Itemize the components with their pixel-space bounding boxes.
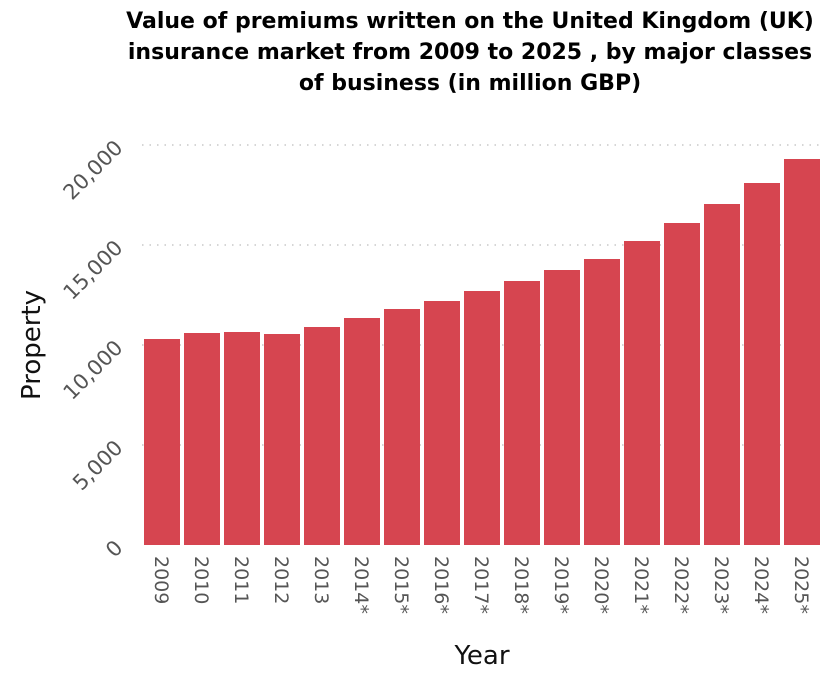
x-tick-label: 2011: [230, 556, 252, 604]
x-tick-label: 2009: [150, 556, 172, 604]
x-tick-label: 2019*: [550, 556, 572, 614]
bar-2018-projected: [504, 281, 540, 545]
x-tick-label: 2010: [190, 556, 212, 604]
y-tick-label: 15,000: [59, 236, 128, 305]
bars: [144, 159, 820, 545]
y-tick-label: 5,000: [68, 436, 127, 495]
y-axis-label: Property: [17, 290, 47, 400]
x-tick-label: 2018*: [510, 556, 532, 614]
x-tick-label: 2016*: [430, 556, 452, 614]
y-tick-label: 20,000: [59, 136, 128, 205]
x-tick-label: 2023*: [710, 556, 732, 614]
x-tick-label: 2012: [270, 556, 292, 604]
y-tick-label: 0: [101, 536, 127, 562]
x-tick-label: 2015*: [390, 556, 412, 614]
bar-2012: [264, 334, 300, 545]
bar-2017-projected: [464, 291, 500, 545]
x-axis-label: Year: [453, 641, 509, 671]
x-tick-label: 2024*: [750, 556, 772, 614]
bar-2016-projected: [424, 301, 460, 545]
x-tick-label: 2020*: [590, 556, 612, 614]
y-tick-label: 10,000: [59, 336, 128, 405]
x-tick-label: 2025*: [790, 556, 812, 614]
bar-2024-projected: [744, 183, 780, 545]
bar-2011: [224, 332, 260, 545]
bar-2009: [144, 339, 180, 545]
bar-2013: [304, 327, 340, 545]
x-tick-label: 2013: [310, 556, 332, 604]
bar-2022-projected: [664, 223, 700, 545]
y-axis-tick-labels: 0 5,000 10,000 15,000 20,000: [59, 136, 128, 562]
x-tick-label: 2014*: [350, 556, 372, 614]
bar-2020-projected: [584, 259, 620, 545]
x-tick-label: 2022*: [670, 556, 692, 614]
bar-2014-projected: [344, 318, 380, 545]
bar-2021-projected: [624, 241, 660, 545]
x-tick-label: 2017*: [470, 556, 492, 614]
bar-2023-projected: [704, 204, 740, 545]
bar-2019-projected: [544, 270, 580, 545]
x-tick-label: 2021*: [630, 556, 652, 614]
bar-2025-projected: [784, 159, 820, 545]
x-axis-tick-labels: 2009 2010 2011 2012 2013 2014* 2015* 2016* 2017*…: [150, 556, 812, 614]
bar-2010: [184, 333, 220, 545]
chart-title: Value of premiums written on the United …: [126, 9, 814, 96]
bar-2015-projected: [384, 309, 420, 545]
